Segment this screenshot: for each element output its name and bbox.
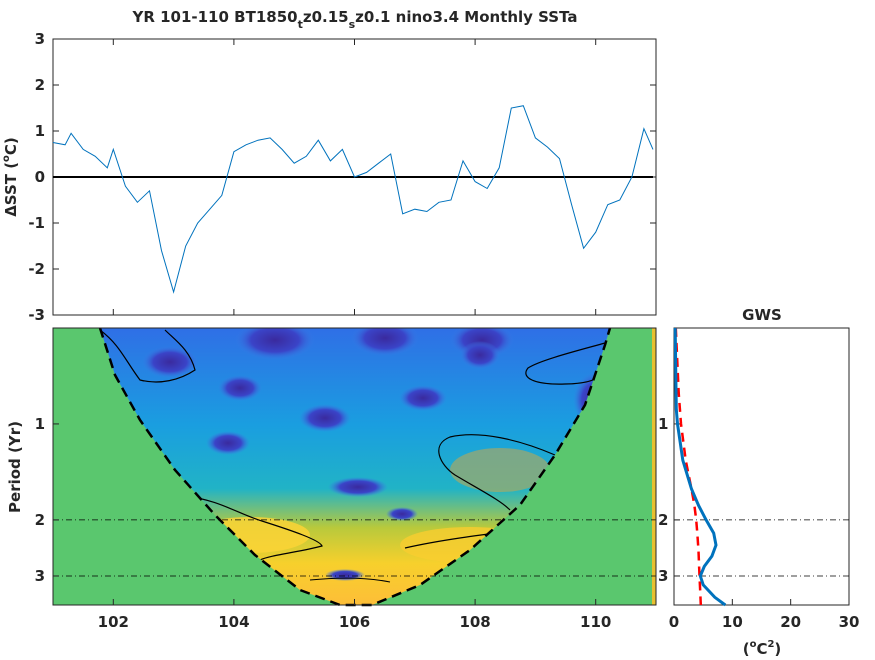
significance-contour xyxy=(309,577,391,583)
wavelet-panel: 102 104 106 108 110 1 1 2 2 3 3 Period (Yr) xyxy=(6,327,668,631)
gws-power-line xyxy=(673,327,727,607)
power-min-blob xyxy=(351,328,419,356)
wavelet-ytick-label-right: 2 xyxy=(658,511,668,529)
cone-of-influence xyxy=(98,327,612,607)
power-min-blob xyxy=(235,328,315,360)
wavelet-ytick-label: 3 xyxy=(35,567,45,585)
power-min-blob xyxy=(460,341,500,369)
power-min-blob xyxy=(299,404,351,432)
gws-significance-line xyxy=(674,327,703,606)
gws-xtick-label: 0 xyxy=(669,613,679,631)
ts-ytick-label: 3 xyxy=(35,30,45,48)
ts-ytick-label: 2 xyxy=(35,76,45,94)
timeseries-ylabel: ΔSST (oC) xyxy=(1,137,20,217)
power-min-blob xyxy=(218,375,262,401)
timeseries-panel: -3 -2 -1 0 1 2 3 ΔSST (oC) xyxy=(1,30,657,324)
ts-ytick-label: -2 xyxy=(28,260,45,278)
wavelet-right-edge xyxy=(652,328,656,605)
wavelet-ytick-label: 1 xyxy=(35,415,45,433)
wavelet-xtick-label: 104 xyxy=(218,613,249,631)
wavelet-xtick-label: 110 xyxy=(580,613,611,631)
significance-contour xyxy=(438,434,556,511)
gws-axes-box xyxy=(673,327,850,606)
wavelet-xtick-label: 102 xyxy=(98,613,129,631)
ts-ytick-label: 0 xyxy=(35,168,45,186)
significance-contour xyxy=(525,342,609,385)
power-min-blob xyxy=(142,346,198,378)
sst-anomaly-line xyxy=(52,105,654,294)
power-min-blob xyxy=(386,507,418,521)
ts-ytick-label: 1 xyxy=(35,122,45,140)
wavelet-ytick-label-right: 1 xyxy=(658,415,668,433)
wavelet-ylabel: Period (Yr) xyxy=(6,421,24,513)
significance-contour xyxy=(100,329,196,383)
ts-ytick-label: -1 xyxy=(28,214,45,232)
power-min-blob xyxy=(325,569,365,581)
chart-title: YR 101-110 BT1850tz0.15sz0.1 nino3.4 Mon… xyxy=(131,8,577,31)
gws-title: GWS xyxy=(742,306,782,324)
power-min-blob xyxy=(206,431,250,455)
power-min-blob xyxy=(328,477,388,497)
gws-xlabel: (oC2) xyxy=(743,639,782,656)
ts-ytick-label: -3 xyxy=(28,306,45,324)
wavelet-ytick-label: 2 xyxy=(35,511,45,529)
power-min-blob xyxy=(399,385,447,411)
wavelet-xtick-label: 108 xyxy=(459,613,490,631)
power-max-region xyxy=(450,448,550,492)
gws-panel: GWS 0 10 20 30 (oC2) xyxy=(669,306,860,658)
wavelet-ytick-label-right: 3 xyxy=(658,567,668,585)
wavelet-xtick-label: 106 xyxy=(339,613,370,631)
gws-xtick-label: 10 xyxy=(722,613,743,631)
gws-xtick-label: 30 xyxy=(839,613,860,631)
gws-xtick-label: 20 xyxy=(780,613,801,631)
